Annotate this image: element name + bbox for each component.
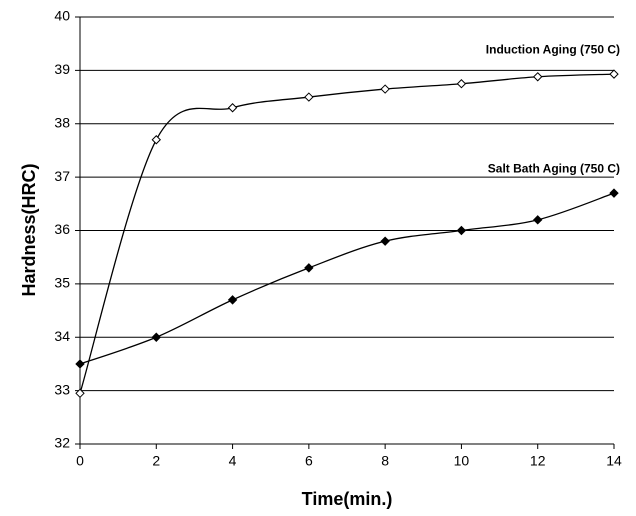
x-tick-label: 6 [305, 453, 313, 469]
x-tick-label: 12 [530, 453, 546, 469]
marker [609, 188, 619, 198]
y-tick-label: 32 [54, 435, 70, 451]
series-line [79, 73, 615, 394]
x-tick-label: 0 [76, 453, 84, 469]
marker [304, 263, 314, 273]
marker [533, 72, 543, 82]
y-axis-title: Hardness(HRC) [19, 163, 39, 296]
x-tick-label: 8 [381, 453, 389, 469]
x-tick-label: 2 [152, 453, 160, 469]
y-tick-label: 40 [54, 8, 70, 24]
marker [380, 84, 390, 94]
marker [227, 103, 238, 113]
series-label: Induction Aging (750 C) [486, 42, 620, 56]
marker [75, 359, 85, 369]
y-tick-label: 37 [54, 168, 70, 184]
marker [533, 215, 543, 225]
series-label: Salt Bath Aging (750 C) [488, 161, 620, 175]
y-tick-label: 36 [54, 221, 70, 237]
marker [456, 225, 467, 236]
marker [75, 388, 85, 399]
y-tick-label: 33 [54, 381, 70, 397]
marker [456, 79, 467, 89]
x-tick-label: 10 [454, 453, 470, 469]
x-axis-title: Time(min.) [302, 489, 393, 509]
y-tick-label: 35 [54, 275, 70, 291]
marker [227, 295, 238, 305]
marker [380, 236, 390, 246]
series-line [79, 192, 615, 365]
y-tick-label: 39 [54, 61, 70, 77]
marker [304, 92, 314, 102]
y-tick-label: 38 [54, 114, 70, 130]
marker [151, 135, 161, 145]
marker [609, 69, 619, 79]
marker [151, 332, 161, 342]
x-tick-label: 14 [606, 453, 622, 469]
x-tick-label: 4 [229, 453, 237, 469]
y-tick-label: 34 [54, 328, 70, 344]
